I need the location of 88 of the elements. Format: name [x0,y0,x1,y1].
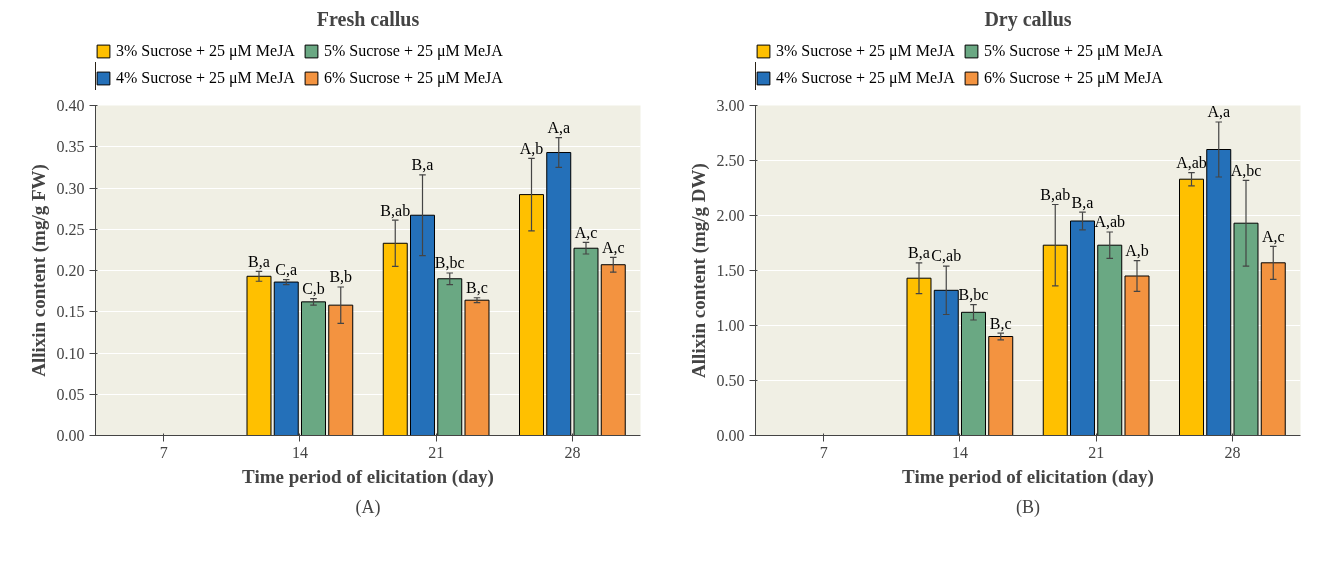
bar [906,277,932,436]
data-label: A,b [1125,241,1149,259]
legend-label: 3% Sucrose + 25 μM MeJA [116,42,295,60]
data-label: B,ab [1040,185,1071,203]
data-label: A,c [574,223,598,241]
x-tick-label: 28 [564,443,581,461]
bar [519,194,544,436]
bar [1070,220,1095,436]
bar [382,242,408,436]
data-label: B,c [466,279,488,297]
text: (B) [1016,496,1040,518]
bar [437,278,463,436]
data-label: A,b [519,139,544,157]
bar [1042,244,1068,436]
y-tick-label: 0.35 [56,138,85,156]
data-label: A,c [601,238,625,256]
data-label: B,a [1071,193,1094,211]
legend-label: 3% Sucrose + 25 μM MeJA [776,42,955,60]
legend-label: 5% Sucrose + 25 μM MeJA [323,42,503,60]
bar [246,275,272,436]
bar [933,289,959,436]
x-axis-title: Time period of elicitation (day) [242,465,494,488]
x-tick-label: 14 [951,443,968,461]
x-tick-label: 7 [819,443,828,461]
bar [301,301,326,436]
x-tick-label: 28 [1224,443,1241,461]
data-label: B,bc [434,254,465,272]
data-label: C,a [275,260,298,278]
data-label: C,ab [931,247,962,265]
y-tick-label: 2.50 [716,152,745,169]
y-tick-label: 3.00 [716,97,745,114]
y-tick-label: 0.00 [56,427,85,444]
bar [1260,262,1286,436]
data-label: B,a [908,244,930,262]
y-tick-label: 2.00 [716,207,745,224]
x-tick-label: 7 [159,443,168,461]
data-label: A,a [1207,103,1231,121]
legend-label: 6% Sucrose + 25 μM MeJA [323,69,503,87]
data-label: C,b [302,279,325,297]
data-label: B,a [248,252,270,270]
bar [273,281,299,436]
text: (A) [355,496,381,518]
legend-label: 6% Sucrose + 25 μM MeJA [983,69,1163,87]
bar [600,264,626,436]
bar [328,304,354,436]
legend-label: 4% Sucrose + 25 μM MeJA [116,69,295,87]
bar [1097,244,1123,436]
bar [961,311,986,436]
data-label: B,ab [380,201,411,219]
x-tick-label: 14 [291,443,308,461]
data-label: B,c [989,314,1012,332]
bar [1179,178,1204,436]
x-tick-label: 21 [428,443,445,461]
bar [1206,149,1232,436]
bar [464,299,490,436]
bar [1124,275,1150,436]
y-tick-label: 0.15 [56,303,85,321]
bar [988,336,1014,436]
y-tick-label: 0.25 [56,220,85,238]
y-tick-label: 0.00 [716,427,745,444]
x-axis-title: Time period of elicitation (day) [902,465,1154,488]
bar [410,214,435,436]
y-axis-title: Allixin content (mg/g DW) [687,163,710,378]
bar [573,247,599,436]
y-tick-label: 0.30 [56,179,85,197]
legend-label: 4% Sucrose + 25 μM MeJA [776,69,955,87]
bar [1233,222,1259,436]
data-label: A,ab [1094,213,1126,231]
data-label: A,bc [1230,161,1262,179]
legend-label: 5% Sucrose + 25 μM MeJA [983,42,1163,60]
y-tick-label: 1.00 [716,317,745,334]
data-label: A,c [1261,227,1285,245]
y-tick-label: 0.50 [716,372,745,389]
data-label: B,a [411,156,434,174]
y-tick-label: 0.10 [56,344,85,362]
y-tick-label: 0.05 [56,385,85,403]
chart-title: Fresh callus [316,7,420,30]
chart-title: Dry callus [984,7,1072,31]
data-label: A,ab [1176,153,1207,171]
y-axis-title: Allixin content (mg/g FW) [27,164,50,377]
y-tick-label: 1.50 [716,262,745,279]
bar [546,152,572,436]
data-label: B,bc [958,285,989,303]
data-label: A,a [547,119,571,137]
x-tick-label: 21 [1088,443,1105,461]
y-tick-label: 0.20 [56,262,85,279]
y-tick-label: 0.40 [56,97,85,114]
data-label: B,b [329,268,353,286]
